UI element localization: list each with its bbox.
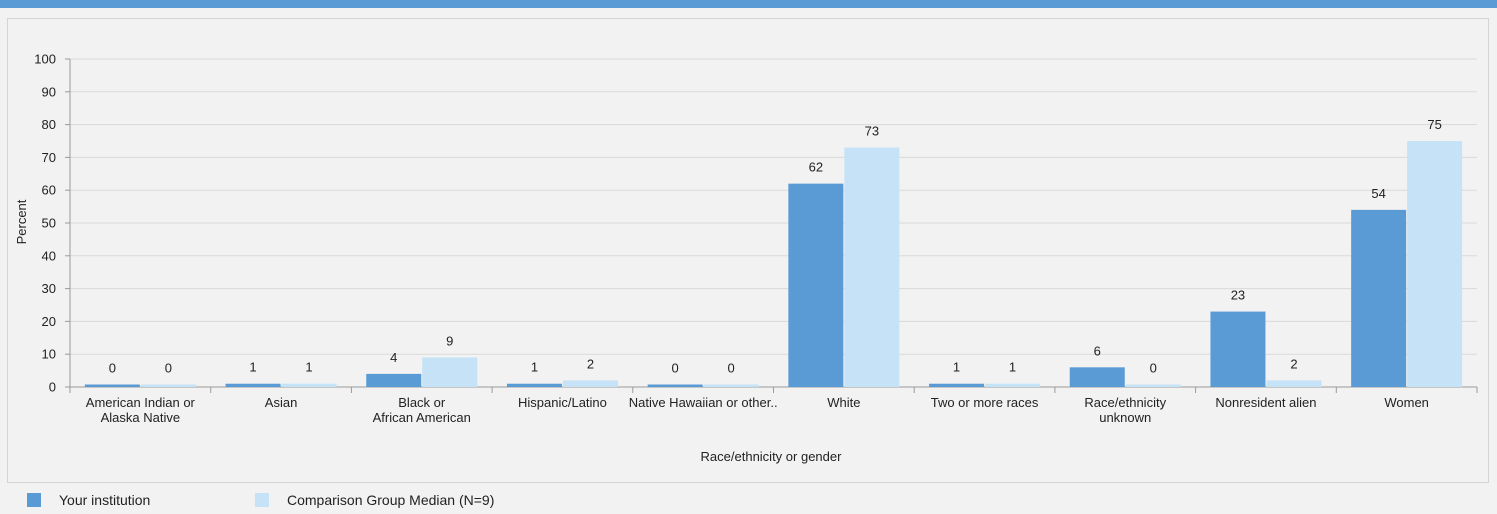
data-label: 1 bbox=[531, 360, 538, 375]
legend-label-your-institution: Your institution bbox=[59, 492, 151, 508]
x-tick-label: Hispanic/Latino bbox=[518, 395, 607, 410]
x-tick-label-line: unknown bbox=[1099, 410, 1151, 425]
x-axis-label: Race/ethnicity or gender bbox=[701, 449, 843, 464]
top-accent-bar bbox=[0, 0, 1497, 8]
x-tick-label-line: Two or more races bbox=[931, 395, 1039, 410]
data-label: 75 bbox=[1427, 117, 1441, 132]
data-label: 1 bbox=[953, 360, 960, 375]
y-tick-label: 20 bbox=[42, 314, 56, 329]
y-tick-label: 30 bbox=[42, 281, 56, 296]
x-tick-label-line: Women bbox=[1384, 395, 1429, 410]
x-tick-label: Nonresident alien bbox=[1215, 395, 1316, 410]
x-tick-label-line: Alaska Native bbox=[101, 410, 180, 425]
bar bbox=[422, 357, 478, 387]
data-label: 0 bbox=[1150, 361, 1157, 376]
legend-swatch-your-institution bbox=[27, 493, 41, 507]
data-label: 2 bbox=[587, 356, 594, 371]
data-label: 0 bbox=[672, 361, 679, 376]
chart-frame bbox=[7, 18, 1489, 483]
x-tick-label: Native Hawaiian or other.. bbox=[629, 395, 778, 410]
bar bbox=[844, 147, 900, 387]
y-tick-label: 80 bbox=[42, 117, 56, 132]
y-tick-label: 70 bbox=[42, 150, 56, 165]
bar bbox=[1069, 367, 1125, 387]
bars bbox=[84, 141, 1463, 387]
bar bbox=[84, 384, 140, 387]
y-tick-label: 100 bbox=[34, 52, 56, 67]
legend-swatch-comparison-median bbox=[255, 493, 269, 507]
legend-label-comparison-median: Comparison Group Median (N=9) bbox=[287, 492, 495, 508]
data-label: 6 bbox=[1094, 343, 1101, 358]
data-label: 1 bbox=[1009, 360, 1016, 375]
bar bbox=[140, 384, 196, 387]
data-label: 0 bbox=[728, 361, 735, 376]
bar bbox=[788, 183, 844, 387]
x-tick-label-line: Asian bbox=[265, 395, 298, 410]
x-tick-label: Two or more races bbox=[931, 395, 1039, 410]
data-label: 73 bbox=[865, 124, 879, 139]
bar bbox=[1266, 380, 1322, 387]
data-labels: 0 0 1 1 4 9 1 2 0 0 62 73 1 1 6 0 23 2 54 75 bbox=[109, 117, 1442, 376]
data-label: 0 bbox=[165, 361, 172, 376]
x-tick-label-line: Race/ethnicity bbox=[1084, 395, 1166, 410]
data-label: 23 bbox=[1231, 288, 1245, 303]
bar bbox=[1351, 209, 1407, 387]
data-label: 0 bbox=[109, 361, 116, 376]
x-tick-label-line: Black or bbox=[398, 395, 446, 410]
bar bbox=[1125, 384, 1181, 387]
y-axis-ticks: 0 10 20 30 40 50 60 70 80 90 100 bbox=[34, 52, 71, 395]
data-label: 2 bbox=[1290, 356, 1297, 371]
y-tick-label: 90 bbox=[42, 84, 56, 99]
y-axis-label: Percent bbox=[14, 199, 29, 244]
x-tick-label: Asian bbox=[265, 395, 298, 410]
legend-item-your-institution: Your institution bbox=[27, 492, 150, 508]
y-tick-label: 40 bbox=[42, 248, 56, 263]
bar bbox=[703, 384, 759, 387]
bar bbox=[281, 383, 337, 387]
bar bbox=[1210, 311, 1266, 387]
x-tick-label: White bbox=[827, 395, 860, 410]
data-label: 1 bbox=[305, 360, 312, 375]
x-tick-label-line: American Indian or bbox=[86, 395, 196, 410]
x-tick-label-line: Hispanic/Latino bbox=[518, 395, 607, 410]
x-tick-label-line: White bbox=[827, 395, 860, 410]
y-tick-label: 60 bbox=[42, 183, 56, 198]
bar bbox=[225, 383, 281, 387]
data-label: 1 bbox=[249, 360, 256, 375]
y-tick-label: 50 bbox=[42, 216, 56, 231]
bar bbox=[1407, 141, 1463, 387]
data-label: 9 bbox=[446, 333, 453, 348]
bar bbox=[929, 383, 985, 387]
bar bbox=[985, 383, 1041, 387]
x-tick-label: Women bbox=[1384, 395, 1429, 410]
data-label: 62 bbox=[809, 160, 823, 175]
legend-item-comparison-median: Comparison Group Median (N=9) bbox=[255, 492, 494, 508]
x-tick-label-line: Native Hawaiian or other.. bbox=[629, 395, 778, 410]
bar bbox=[562, 380, 618, 387]
data-label: 54 bbox=[1371, 186, 1385, 201]
legend: Your institution Comparison Group Median… bbox=[0, 483, 1497, 514]
bar bbox=[506, 383, 562, 387]
gridlines bbox=[70, 58, 1477, 388]
x-tick-label-line: Nonresident alien bbox=[1215, 395, 1316, 410]
x-tick-label: Race/ethnicity unknown bbox=[1084, 395, 1166, 425]
x-axis-ticks: American Indian or Alaska Native Asian Blac… bbox=[69, 387, 1478, 425]
y-tick-label: 10 bbox=[42, 347, 56, 362]
bar bbox=[366, 373, 422, 387]
y-tick-label: 0 bbox=[49, 380, 56, 395]
data-label: 4 bbox=[390, 350, 397, 365]
bar bbox=[647, 384, 703, 387]
x-tick-label-line: African American bbox=[373, 410, 471, 425]
x-tick-label: Black or African American bbox=[373, 395, 471, 425]
x-tick-label: American Indian or Alaska Native bbox=[86, 395, 196, 425]
